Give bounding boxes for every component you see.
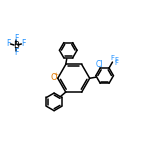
Text: F: F bbox=[7, 39, 11, 48]
Text: F: F bbox=[21, 39, 25, 48]
Text: F: F bbox=[14, 34, 18, 43]
Text: B: B bbox=[13, 41, 19, 50]
Text: Cl: Cl bbox=[96, 60, 103, 69]
Text: +: + bbox=[53, 73, 58, 77]
Text: F: F bbox=[114, 60, 118, 66]
Text: F: F bbox=[111, 55, 114, 61]
Text: -: - bbox=[17, 40, 20, 46]
Text: O: O bbox=[50, 73, 57, 82]
Text: F: F bbox=[114, 57, 118, 63]
Text: F: F bbox=[14, 48, 18, 57]
